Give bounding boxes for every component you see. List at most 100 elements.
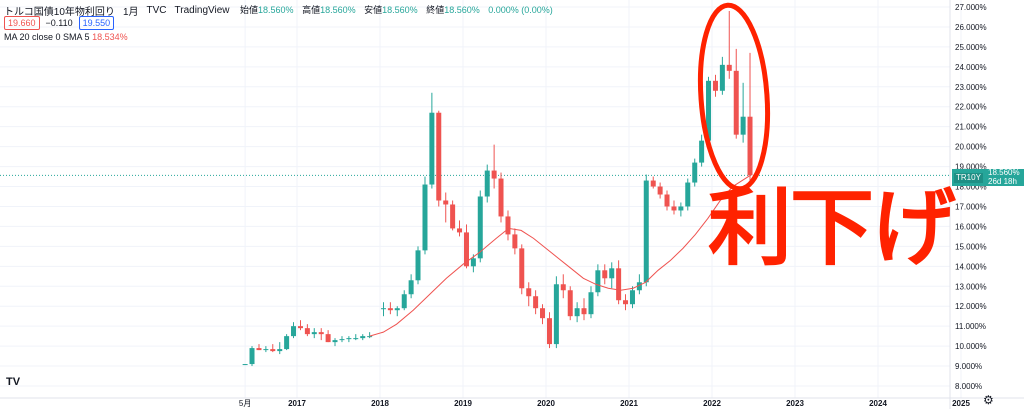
x-tick-label: 2024	[869, 399, 887, 408]
candle-body	[747, 116, 753, 176]
candle-body	[616, 268, 622, 301]
candle-body	[408, 280, 414, 295]
spread-value: −0.110	[45, 18, 73, 28]
gear-icon[interactable]: ⚙	[983, 393, 994, 407]
candle-body	[346, 338, 352, 340]
candle-body	[623, 300, 629, 305]
ohlc-readout: 始値18.560% 高値18.560% 安値18.560% 終値18.560% …	[240, 3, 559, 16]
x-tick-label: 2020	[537, 399, 555, 408]
x-tick-label: 5月	[239, 399, 251, 408]
buy-price-button[interactable]: 19.550	[78, 16, 115, 30]
candle	[415, 246, 421, 285]
candle	[588, 286, 594, 319]
candle	[484, 164, 490, 203]
y-tick-label: 16.000%	[955, 222, 987, 231]
candle	[664, 190, 670, 211]
candle	[553, 276, 559, 349]
candle	[339, 336, 345, 343]
candle	[706, 76, 712, 145]
candle-body	[595, 270, 601, 293]
candle	[505, 210, 511, 241]
candle-body	[270, 349, 276, 352]
y-tick-label: 10.000%	[955, 342, 987, 351]
highlight-ellipse	[697, 2, 771, 192]
chart-header: トルコ国債10年物利回り 1月 TVC TradingView	[4, 3, 230, 18]
low-label: 安値	[364, 5, 383, 15]
y-tick-label: 17.000%	[955, 202, 987, 211]
interval-label[interactable]: 1月	[122, 7, 139, 18]
last-price-value: 18.560%	[988, 168, 1020, 177]
candle-body	[401, 294, 407, 309]
candle-body	[470, 258, 476, 267]
candle	[519, 244, 525, 295]
candle-body	[602, 270, 608, 279]
candle-body	[325, 334, 331, 343]
sell-price-button[interactable]: 19.660	[4, 16, 40, 30]
x-tick-label: 2017	[288, 399, 306, 408]
close-value: 18.560%	[444, 5, 480, 15]
candle	[602, 264, 608, 285]
candle	[380, 302, 386, 317]
candle	[629, 286, 635, 309]
candle	[533, 290, 539, 315]
bar-countdown: 26d 18h	[988, 177, 1017, 186]
candle-body	[740, 116, 746, 135]
candle-body	[526, 288, 532, 297]
symbol-name[interactable]: トルコ国債10年物利回り	[4, 7, 115, 18]
candle-body	[706, 80, 712, 141]
candle	[360, 334, 366, 341]
candle	[291, 322, 297, 339]
candle	[304, 324, 310, 337]
candle-body	[699, 140, 705, 163]
candle	[712, 74, 718, 97]
candle	[657, 182, 663, 199]
candle	[318, 328, 324, 341]
annotation-text: 利下げ	[708, 179, 956, 277]
ma-indicator-legend[interactable]: MA 20 close 0 SMA 5 18.534%	[4, 32, 128, 42]
candle	[387, 302, 393, 315]
candle-body	[360, 336, 366, 339]
source-label: TVC	[146, 5, 167, 16]
candle	[609, 262, 615, 289]
tradingview-logo[interactable]: TV	[6, 376, 21, 388]
candle-body	[719, 64, 725, 91]
y-tick-label: 8.000%	[955, 382, 982, 391]
candle-body	[291, 326, 297, 337]
candle-body	[387, 308, 393, 311]
candle	[450, 200, 456, 231]
candle	[671, 200, 677, 215]
candle-body	[588, 292, 594, 315]
candle-body	[692, 162, 698, 183]
high-value: 18.560%	[320, 5, 356, 15]
y-tick-label: 21.000%	[955, 123, 987, 132]
candle-body	[685, 182, 691, 207]
candle	[491, 144, 497, 189]
candle-body	[450, 204, 456, 229]
candle	[733, 48, 739, 139]
open-value: 18.560%	[258, 5, 294, 15]
candle-body	[284, 336, 290, 350]
candle-body	[263, 349, 269, 351]
candle-body	[636, 282, 642, 291]
candle-body	[712, 80, 718, 91]
candle	[332, 338, 338, 347]
candle-body	[394, 308, 400, 311]
candle-body	[256, 348, 262, 351]
candles	[242, 10, 753, 367]
candle	[367, 332, 373, 339]
candle-body	[415, 250, 421, 281]
candle	[311, 328, 317, 339]
candle	[256, 344, 262, 351]
candle	[436, 110, 442, 207]
x-tick-label: 2019	[454, 399, 472, 408]
candle-body	[643, 180, 649, 283]
candle-body	[304, 328, 310, 335]
trade-panel: 19.660 −0.110 19.550	[4, 16, 115, 30]
candle	[242, 364, 248, 366]
candle	[325, 330, 331, 343]
candle	[636, 274, 642, 295]
candle	[540, 304, 546, 325]
candle	[346, 336, 352, 343]
candle-body	[249, 348, 255, 365]
